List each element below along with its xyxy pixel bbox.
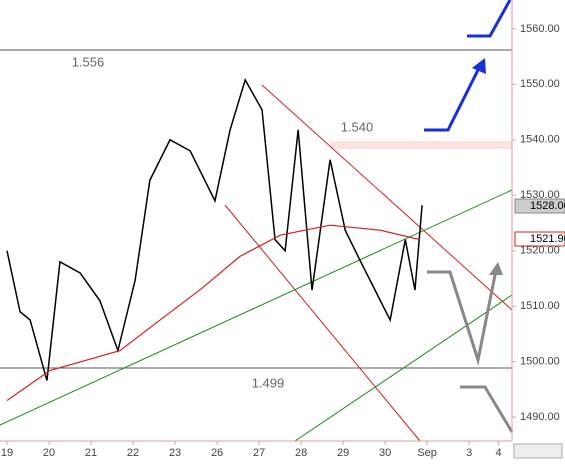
y-tick-label: 1510.00	[520, 300, 560, 312]
scenario-arrow	[424, 69, 480, 132]
x-tick-label: 26	[211, 447, 223, 459]
level-label: 1.540	[341, 119, 374, 134]
x-tick-label: 22	[127, 447, 139, 459]
arrow-head	[472, 58, 486, 74]
level-band	[330, 141, 512, 149]
x-tick-label: 3	[466, 447, 472, 459]
y-tick-label: 1560.00	[520, 23, 560, 35]
x-tick-label: 28	[295, 447, 307, 459]
x-tick-label: 21	[85, 447, 97, 459]
x-tick-label: 29	[337, 447, 349, 459]
scenario-arrow	[427, 269, 498, 366]
level-label: 1.499	[252, 375, 285, 390]
scenario-arrow	[467, 0, 512, 38]
price-tag	[514, 231, 565, 247]
x-tick-label: Sep	[417, 447, 437, 459]
y-tick-label: 1500.00	[520, 356, 560, 368]
plot	[6, 77, 423, 401]
x-tick-label: 27	[253, 447, 265, 459]
arrow-head	[489, 262, 503, 275]
y-tick-label: 1550.00	[520, 78, 560, 90]
x-tick-label: 23	[169, 447, 181, 459]
trend-line	[224, 204, 421, 442]
zoom-controls[interactable]	[513, 443, 563, 459]
trend-line	[294, 294, 513, 442]
x-tick-label: 4	[495, 447, 501, 459]
x-tick-label: 19	[1, 447, 13, 459]
x-tick-label: 20	[43, 447, 55, 459]
y-tick-label: 1520.00	[520, 245, 560, 257]
y-tick-label: 1540.00	[520, 134, 560, 146]
price-tag-label: 1528.00	[530, 200, 565, 212]
trend-line	[0, 189, 513, 426]
y-tick-label: 1530.00	[520, 189, 560, 201]
price-tag	[514, 198, 565, 214]
series-line	[6, 224, 421, 401]
scenario-arrow	[460, 385, 514, 433]
y-tick-label: 1490.00	[520, 411, 560, 423]
trend-line	[261, 84, 513, 311]
level-label: 1.556	[72, 54, 105, 69]
series-line	[6, 77, 423, 381]
x-tick-label: 30	[379, 447, 391, 459]
price-tag-label: 1521.90	[530, 233, 565, 245]
